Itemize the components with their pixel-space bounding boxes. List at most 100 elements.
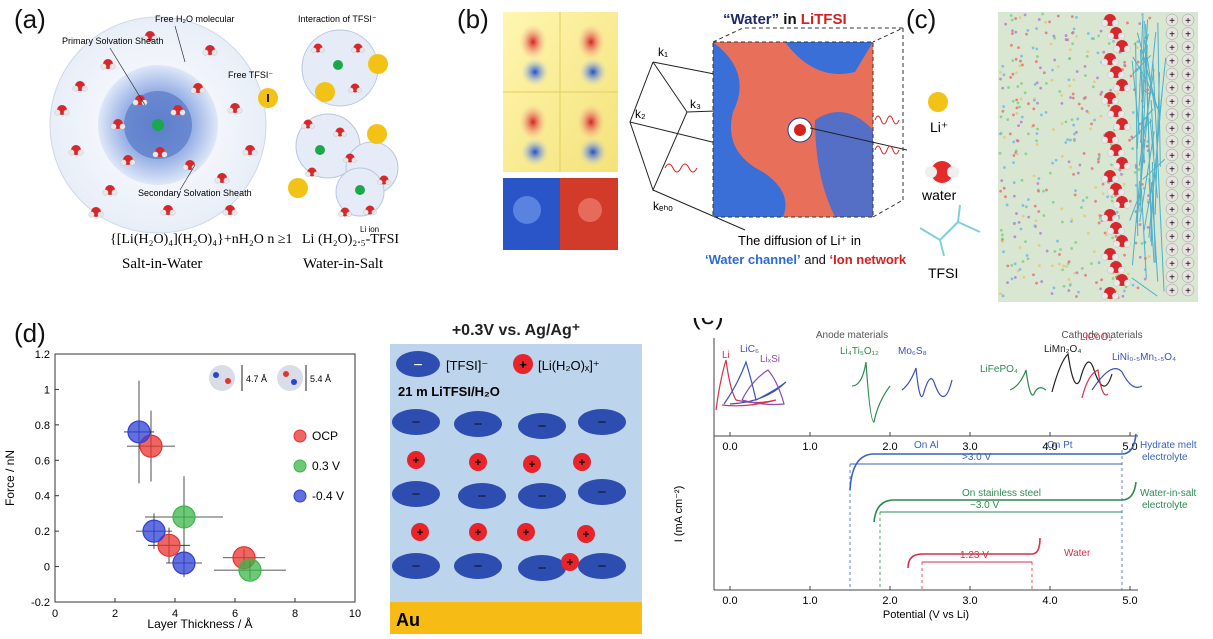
formula-water-in-salt: Li (H₂O)₂.₅-TFSI — [302, 232, 399, 247]
svg-text:+: + — [1169, 30, 1175, 41]
material-label: LiNi₀.₅Mn₁.₅O₄ — [1112, 352, 1176, 363]
concentration-label: 21 m LiTFSI/H₂O — [398, 384, 500, 399]
diffusion-caption: The diffusion of Li⁺ in — [738, 233, 861, 248]
gt3v-label: >3.0 V — [962, 452, 992, 463]
y-tick-label: -0.2 — [31, 597, 50, 609]
panel-d: (d) 0 2 4 6 8 10 -0.2 0 0.2 0.4 0.6 0.8 1 1.2 OCP 0.3 … — [0, 318, 652, 639]
svg-text:+: + — [1169, 57, 1175, 68]
e-bottom-tick: 5.0 — [1122, 595, 1137, 607]
svg-text:+: + — [1185, 151, 1191, 162]
hydrate-label-1: Hydrate melt — [1140, 440, 1197, 451]
y-tick-label: 1.2 — [35, 349, 50, 361]
water-legend-icon — [931, 161, 953, 183]
svg-text:+: + — [1185, 84, 1191, 95]
panel-a: (a) Free H₂O molecular Primary Solvation… — [0, 0, 400, 318]
e-bottom-tick: 2.0 — [882, 595, 897, 607]
data-point-ocp — [127, 410, 175, 482]
data-point-03v — [145, 476, 223, 558]
panel-e: (e) Anode materials Cathode materials 0.… — [652, 318, 1213, 639]
on-ss-label: On stainless steel — [962, 488, 1041, 499]
kecho-label: kₑₕₒ — [653, 199, 673, 213]
svg-text:+: + — [1185, 16, 1191, 27]
svg-text:−: − — [474, 558, 483, 575]
gold-electrode — [390, 602, 642, 634]
svg-text:+: + — [1185, 205, 1191, 216]
svg-text:−: − — [598, 484, 607, 501]
cv-curves — [715, 352, 1143, 423]
panel-c: (c) Li⁺ water TFSI + + + + + + + + + + + + + + + + + + + + +… — [900, 0, 1213, 318]
k1-label: k₁ — [658, 45, 668, 59]
data-point-04v — [136, 513, 172, 549]
svg-text:−: − — [412, 486, 421, 503]
simulation-cube — [712, 27, 907, 218]
svg-text:+: + — [1185, 178, 1191, 189]
primary-sheath-label: Primary Solvation Sheath — [62, 36, 164, 46]
panel-c-figure: Li⁺ water TFSI + ++ ++ ++ ++ ++ ++ ++ ++ ++ ++ ++ ++… — [919, 12, 1198, 302]
y-tick-label: 0.6 — [35, 455, 50, 467]
li-legend-icon — [928, 92, 948, 112]
svg-text:+: + — [1185, 111, 1191, 122]
svg-text:+: + — [1185, 43, 1191, 54]
free-tfsi-label: Free TFSI⁻ — [228, 70, 273, 80]
tfsi-legend-label: TFSI — [928, 265, 958, 281]
svg-text:+: + — [1169, 246, 1175, 257]
svg-text:+: + — [1185, 70, 1191, 81]
tfsi-legend-icon — [919, 204, 981, 257]
svg-text:+: + — [1169, 97, 1175, 108]
svg-text:−: − — [538, 418, 547, 435]
svg-text:+: + — [475, 457, 481, 469]
svg-text:+: + — [1169, 192, 1175, 203]
svg-text:+: + — [529, 459, 535, 471]
svg-text:+: + — [1169, 273, 1175, 284]
data-point-04v — [166, 548, 202, 578]
svg-text:−: − — [598, 414, 607, 431]
electrode-charges: + + + + + + + + + + + + + + + + + + + + + + + + + + + + + + + + + + + + + + + +… — [1165, 13, 1195, 297]
md-snapshot — [998, 12, 1198, 302]
legend-label: 0.3 V — [312, 459, 340, 473]
svg-text:+: + — [523, 527, 529, 539]
free-water-label: Free H₂O molecular — [155, 14, 235, 24]
ion-layers: − − − − + + + + − − − − + + + + − − − − + — [392, 409, 626, 581]
wis-label-1: Water-in-salt — [1140, 488, 1197, 499]
e-top-tick: 0.0 — [722, 441, 737, 453]
svg-text:+: + — [1185, 273, 1191, 284]
e-bottom-tick: 3.0 — [962, 595, 977, 607]
svg-text:+: + — [1185, 30, 1191, 41]
svg-text:+: + — [1185, 246, 1191, 257]
e-top-tick: 3.0 — [962, 441, 977, 453]
svg-text:−: − — [474, 416, 483, 433]
svg-text:+: + — [1169, 16, 1175, 27]
material-label: LiₓSi — [760, 354, 780, 365]
svg-text:+: + — [1169, 151, 1175, 162]
e-x-axis-label: Potential (V vs Li) — [883, 609, 969, 621]
svg-text:+: + — [1185, 286, 1191, 297]
size-label-large: 5.4 Å — [310, 374, 331, 384]
panel-b-label: (b) — [457, 4, 489, 34]
data-point-03v — [214, 558, 286, 582]
svg-text:+: + — [567, 557, 573, 569]
material-label: LiFePO₄ — [980, 364, 1018, 375]
svg-text:+: + — [1185, 57, 1191, 68]
svg-text:+: + — [519, 357, 527, 372]
schematic-figure: − [TFSI]⁻ + [Li(H₂O)ₓ]⁺ 21 m LiTFSI/H₂O … — [390, 344, 642, 634]
k2-label: k₂ — [635, 107, 646, 121]
e-top-tick: 2.0 — [882, 441, 897, 453]
svg-text:+: + — [1185, 232, 1191, 243]
svg-text:+: + — [1169, 138, 1175, 149]
svg-text:+: + — [1169, 84, 1175, 95]
stability-window-figure: Anode materials Cathode materials 0.0 0.0… — [673, 330, 1197, 621]
panel-d-label: (d) — [14, 318, 46, 348]
svg-text:+: + — [1169, 232, 1175, 243]
water-molecules — [54, 31, 258, 218]
y-tick-label: 0.2 — [35, 526, 50, 538]
x-tick-label: 8 — [292, 608, 298, 620]
svg-text:+: + — [1185, 124, 1191, 135]
svg-text:+: + — [1169, 259, 1175, 270]
anion-legend-label: [TFSI]⁻ — [446, 358, 488, 373]
y-tick-label: 0 — [44, 562, 50, 574]
water-legend-label: water — [921, 187, 957, 203]
water-label: Water — [1064, 548, 1091, 559]
legend-label: -0.4 V — [312, 489, 344, 503]
x-tick-label: 0 — [52, 608, 58, 620]
interaction-label: Interaction of TFSI⁻ — [298, 14, 377, 24]
